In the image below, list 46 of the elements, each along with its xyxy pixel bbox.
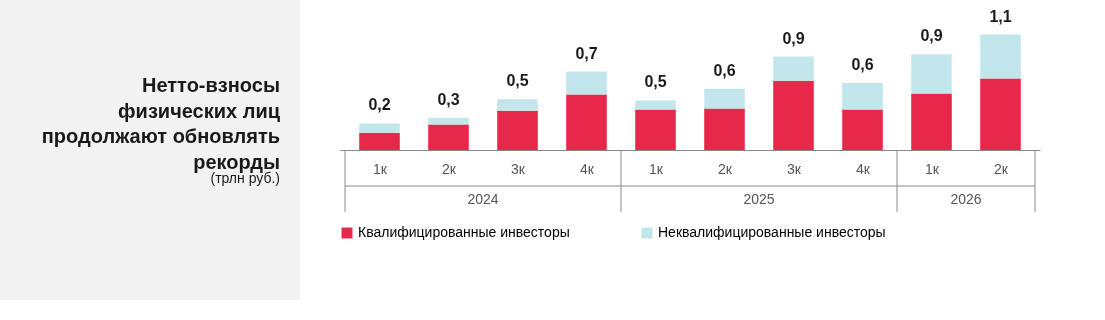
- text: 2025: [743, 191, 775, 207]
- bar: [773, 80, 814, 150]
- bar: [980, 78, 1021, 150]
- x-tick-label: 2к: [994, 160, 1009, 177]
- bar: [911, 54, 952, 94]
- bar: [566, 71, 607, 95]
- bar: [911, 93, 952, 150]
- total-label: 0,2: [368, 96, 391, 114]
- total-label: 0,9: [782, 29, 805, 47]
- bar: [773, 56, 814, 81]
- bar: [635, 100, 676, 110]
- total-label: 0,7: [575, 44, 598, 62]
- x-tick-label: 3к: [787, 160, 802, 177]
- x-tick-label: 4к: [856, 160, 871, 177]
- legend-label: Неквалифицированные инвесторы: [658, 224, 886, 240]
- x-tick-label: 2к: [442, 160, 457, 177]
- text: 2024: [467, 191, 499, 207]
- legend-label: Квалифицированные инвесторы: [358, 224, 570, 240]
- x-tick-label: 4к: [580, 160, 595, 177]
- x-tick-label: 3к: [511, 160, 526, 177]
- total-label: 0,6: [851, 56, 874, 74]
- bar: [842, 109, 883, 150]
- bar: [359, 123, 400, 133]
- x-tick-label: 1к: [373, 160, 388, 177]
- total-label: 0,5: [506, 72, 529, 90]
- bar: [497, 99, 538, 111]
- total-label: 0,3: [437, 90, 460, 108]
- x-tick-label: 1к: [925, 160, 940, 177]
- bar: [359, 132, 400, 150]
- x-tick-label: 1к: [649, 160, 664, 177]
- total-label: 0,9: [920, 27, 943, 45]
- x-tick-label: 2к: [718, 160, 733, 177]
- bar: [980, 34, 1021, 79]
- text: Нетто-взносы физических лиц продолжают обновлять рекорды: [41, 74, 281, 173]
- total-label: 1,1: [989, 7, 1012, 25]
- bar: [704, 88, 745, 109]
- total-label: 0,6: [713, 61, 736, 79]
- bar: [842, 83, 883, 110]
- text: 2026: [950, 191, 982, 207]
- bar: [704, 108, 745, 150]
- bar: [497, 110, 538, 150]
- bar: [566, 94, 607, 150]
- total-label: 0,5: [644, 73, 667, 91]
- bar: [635, 109, 676, 150]
- bar: [428, 124, 469, 150]
- bar: [428, 117, 469, 125]
